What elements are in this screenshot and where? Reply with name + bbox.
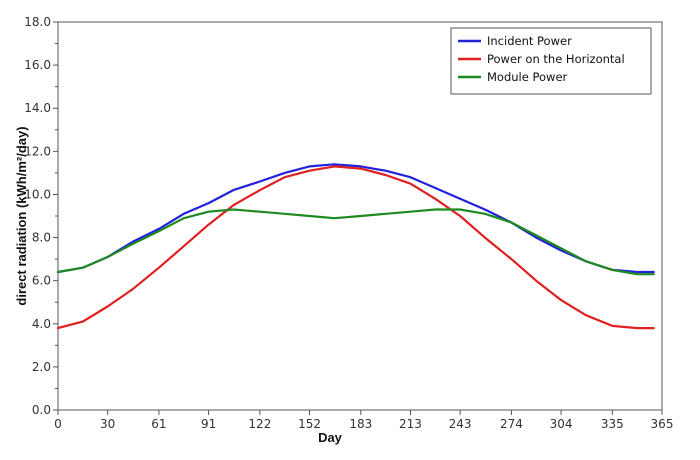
legend: Incident Power Power on the Horizontal Mod… xyxy=(450,27,652,95)
x-tick-label: 335 xyxy=(601,417,624,431)
y-axis-ticks: 0.0 2.0 4.0 6.0 8.0 10.0 12.0 14.0 16.0 18.0 xyxy=(24,15,58,417)
y-tick-label: 14.0 xyxy=(24,101,51,115)
x-tick-label: 61 xyxy=(151,417,166,431)
legend-box xyxy=(450,27,652,95)
y-tick-label: 6.0 xyxy=(32,274,51,288)
x-tick-label: 304 xyxy=(550,417,573,431)
x-tick-label: 91 xyxy=(201,417,216,431)
y-tick-label: 16.0 xyxy=(24,58,51,72)
y-tick-label: 2.0 xyxy=(32,360,51,374)
x-tick-label: 30 xyxy=(100,417,115,431)
y-tick-label: 4.0 xyxy=(32,317,51,331)
legend-label: Module Power xyxy=(487,70,568,84)
y-tick-label: 12.0 xyxy=(24,144,51,158)
y-tick-label: 8.0 xyxy=(32,231,51,245)
legend-label: Incident Power xyxy=(487,34,572,48)
series-lines xyxy=(56,163,655,330)
x-tick-label: 365 xyxy=(651,417,674,431)
x-tick-label: 0 xyxy=(54,417,62,431)
x-tick-label: 152 xyxy=(298,417,321,431)
legend-label: Power on the Horizontal xyxy=(487,52,625,66)
x-tick-label: 274 xyxy=(500,417,523,431)
series-line-power-on-the-horizontal xyxy=(56,165,655,330)
x-axis-title: Day xyxy=(318,430,343,445)
series-line-module-power xyxy=(56,208,655,276)
x-tick-label: 122 xyxy=(248,417,271,431)
x-axis-ticks: 0 30 61 91 122 152 183 213 243 274 304 335 365 xyxy=(54,410,673,431)
x-tick-label: 213 xyxy=(399,417,422,431)
y-tick-label: 0.0 xyxy=(32,403,51,417)
x-tick-label: 243 xyxy=(449,417,472,431)
x-tick-label: 183 xyxy=(349,417,372,431)
y-axis-title: direct radiation (kWh/m²/day) xyxy=(14,126,29,305)
y-tick-label: 18.0 xyxy=(24,15,51,29)
y-tick-label: 10.0 xyxy=(24,187,51,201)
series-line-incident-power xyxy=(56,163,655,274)
